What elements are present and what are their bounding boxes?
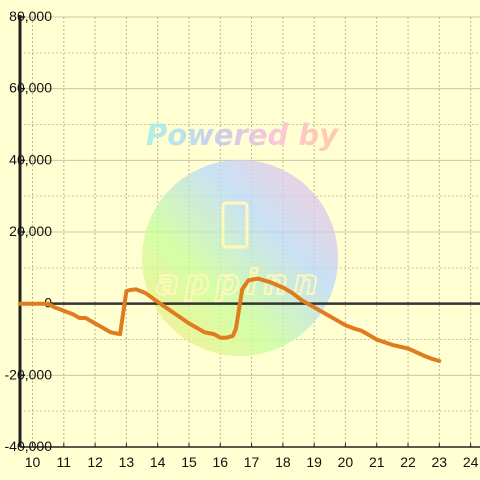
x-tick-label: 12 xyxy=(87,454,103,470)
x-tick-label: 16 xyxy=(212,454,228,470)
y-tick-label: 80,000 xyxy=(9,8,52,24)
x-tick-label: 15 xyxy=(181,454,197,470)
watermark-powered-by: Powered by xyxy=(146,118,339,152)
x-tick-label: 21 xyxy=(369,454,385,470)
x-tick-label: 14 xyxy=(150,454,166,470)
x-tick-label: 23 xyxy=(432,454,448,470)
series-line xyxy=(18,276,442,363)
y-tick-label: -20,000 xyxy=(5,366,53,382)
tick-labels: 80,00060,00040,00020,0000-20,000-40,0001… xyxy=(5,8,479,470)
watermark: Powered by appinn xyxy=(142,118,339,356)
y-tick-label: 40,000 xyxy=(9,151,52,167)
watermark-logo-text: appinn xyxy=(156,263,324,303)
axes xyxy=(18,15,480,448)
x-tick-label: 13 xyxy=(119,454,135,470)
x-tick-label: 11 xyxy=(57,454,72,470)
x-tick-label: 22 xyxy=(400,454,416,470)
x-tick-label: 19 xyxy=(306,454,322,470)
x-tick-label: 24 xyxy=(463,454,479,470)
x-tick-label: 18 xyxy=(275,454,291,470)
y-tick-label: 20,000 xyxy=(9,223,52,239)
y-tick-label: 60,000 xyxy=(9,80,52,96)
series-group xyxy=(18,276,442,363)
x-tick-label: 17 xyxy=(244,454,260,470)
watermark-phone-icon xyxy=(221,201,249,249)
y-tick-label: -40,000 xyxy=(5,438,53,454)
watermark-circle xyxy=(142,160,338,356)
x-tick-label: 10 xyxy=(25,454,41,470)
x-tick-label: 20 xyxy=(338,454,354,470)
